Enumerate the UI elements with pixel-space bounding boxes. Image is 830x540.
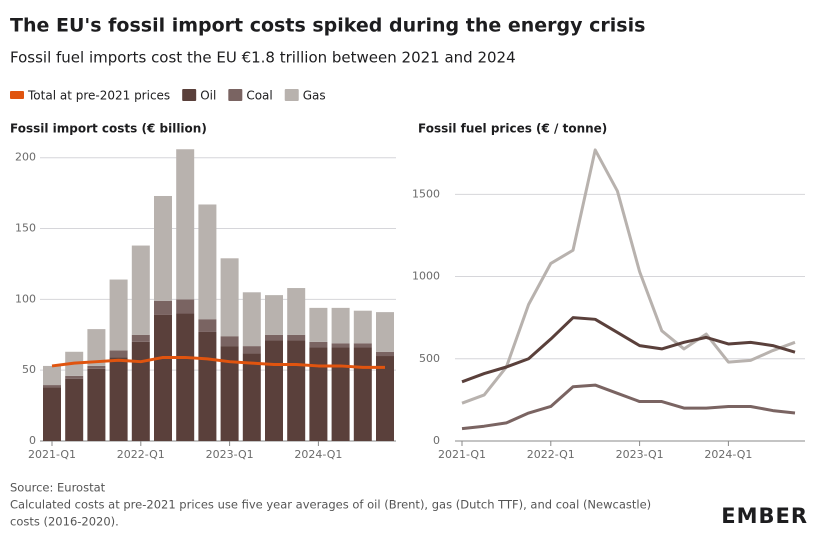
bar-segment xyxy=(154,300,172,315)
bar-segment xyxy=(176,149,195,300)
bar-segment xyxy=(376,312,394,352)
note: costs (2016-2020). xyxy=(10,515,119,529)
bar-segment xyxy=(65,375,84,379)
bar-segment xyxy=(265,340,283,441)
x-tick-label: 2023-Q1 xyxy=(616,448,664,461)
legend-label: Oil xyxy=(200,89,216,103)
x-tick-label: 2022-Q1 xyxy=(117,448,165,461)
bar-segment xyxy=(131,245,150,335)
bar-segment xyxy=(198,204,217,320)
bar-segment xyxy=(220,258,239,337)
bar-segment xyxy=(154,314,172,441)
bar-segment xyxy=(309,307,328,342)
x-tick-label: 2024-Q1 xyxy=(704,448,752,461)
legend-swatch xyxy=(10,91,24,99)
bar-segment xyxy=(309,341,328,348)
legend-label: Gas xyxy=(303,89,326,103)
bar-segment xyxy=(65,378,84,441)
y-tick-label: 50 xyxy=(22,363,36,376)
legend-swatch xyxy=(228,89,243,101)
bar-segment xyxy=(287,340,306,441)
bar-segment xyxy=(331,343,350,348)
legend-swatch xyxy=(182,89,197,101)
note: Calculated costs at pre-2021 prices use … xyxy=(10,498,651,512)
bar-segment xyxy=(176,299,195,314)
bar-segment xyxy=(109,357,128,441)
legend-swatch xyxy=(284,89,299,101)
y-tick-label: 100 xyxy=(15,292,36,305)
bar-segment xyxy=(331,307,350,344)
bar-segment xyxy=(109,279,128,351)
legend-label: Total at pre-2021 prices xyxy=(27,89,170,103)
x-tick-label: 2021-Q1 xyxy=(438,448,486,461)
y-tick-label: 200 xyxy=(15,151,36,164)
bar-segment xyxy=(353,347,372,441)
bar-segment xyxy=(376,356,394,441)
line xyxy=(461,383,796,431)
bar-segment xyxy=(87,365,106,369)
source: Source: Eurostat xyxy=(10,481,106,495)
line xyxy=(461,316,796,384)
x-tick-label: 2024-Q1 xyxy=(294,448,342,461)
legend: Total at pre-2021 prices Oil Coal Gas xyxy=(10,89,326,103)
y-tick-label: 1500 xyxy=(412,187,440,200)
bar-segment xyxy=(265,334,283,341)
bar-segment xyxy=(331,347,350,441)
legend-label: Coal xyxy=(246,89,272,103)
bar-segment xyxy=(43,365,61,386)
bar-segment xyxy=(198,331,217,441)
panel-title: Fossil import costs (€ billion) xyxy=(10,122,207,136)
bar-segment xyxy=(220,336,239,347)
bar-segment xyxy=(43,387,61,441)
logo: EMBER xyxy=(721,504,808,528)
line xyxy=(461,148,796,405)
bar-segment xyxy=(242,346,261,354)
x-tick-label: 2021-Q1 xyxy=(28,448,76,461)
bar-segment xyxy=(87,368,106,441)
bar-segment xyxy=(287,334,306,341)
bar-segment xyxy=(43,385,61,388)
bar-segment xyxy=(220,346,239,441)
bar-segment xyxy=(87,329,106,366)
x-tick-label: 2023-Q1 xyxy=(206,448,254,461)
x-tick-label: 2022-Q1 xyxy=(527,448,575,461)
bar-segment xyxy=(376,351,394,357)
bar-segment xyxy=(309,347,328,441)
panel-title: Fossil fuel prices (€ / tonne) xyxy=(418,122,607,136)
bar-segment xyxy=(131,341,150,441)
bar-segment xyxy=(109,350,128,358)
title: The EU's fossil import costs spiked duri… xyxy=(10,15,645,37)
y-tick-label: 0 xyxy=(433,434,440,447)
bar-segment xyxy=(287,288,306,335)
bar-segment xyxy=(242,353,261,441)
bar-segment xyxy=(198,319,217,332)
bar-segment xyxy=(265,295,283,335)
bar-segment xyxy=(353,310,372,344)
y-tick-label: 1000 xyxy=(412,270,440,283)
y-tick-label: 0 xyxy=(29,434,36,447)
line xyxy=(51,355,385,369)
bar-segment xyxy=(154,195,172,301)
y-tick-label: 150 xyxy=(15,222,36,235)
bar-segment xyxy=(353,343,372,348)
bar-segment xyxy=(176,313,195,441)
bar-segment xyxy=(131,334,150,342)
y-tick-label: 500 xyxy=(419,352,440,365)
subtitle: Fossil fuel imports cost the EU €1.8 tri… xyxy=(10,49,516,67)
bar-segment xyxy=(242,292,261,347)
